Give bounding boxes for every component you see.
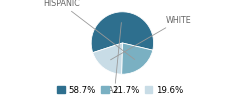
Text: HISPANIC: HISPANIC — [43, 0, 135, 60]
Wedge shape — [93, 43, 122, 74]
Wedge shape — [91, 12, 154, 53]
Wedge shape — [122, 43, 153, 74]
Text: WHITE: WHITE — [111, 16, 191, 60]
Legend: 58.7%, 21.7%, 19.6%: 58.7%, 21.7%, 19.6% — [56, 85, 184, 96]
Text: A.I.: A.I. — [108, 23, 121, 95]
